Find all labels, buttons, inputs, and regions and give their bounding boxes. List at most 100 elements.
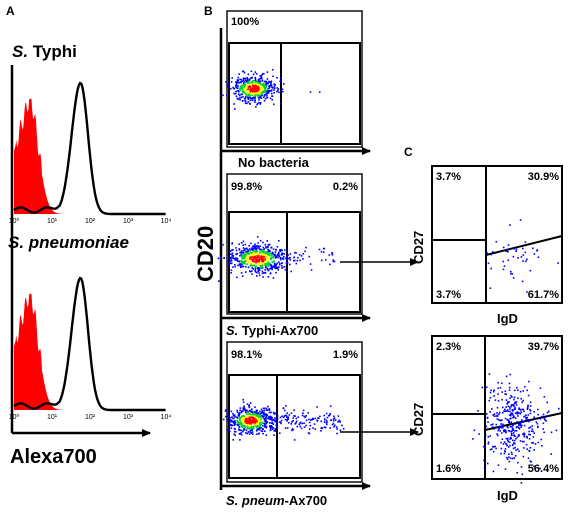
event-dot: [240, 432, 242, 434]
x-tick-label: 10³: [123, 218, 134, 225]
event-dot: [265, 419, 267, 422]
event-dot: [232, 266, 234, 268]
event-dot: [276, 411, 279, 414]
event-dot: [266, 88, 269, 90]
event-dot: [513, 405, 515, 408]
event-dot: [256, 418, 259, 421]
event-dot: [513, 434, 515, 436]
event-dot: [264, 263, 266, 265]
event-dot: [521, 408, 524, 411]
event-dot: [253, 92, 256, 95]
event-dot: [529, 447, 532, 449]
event-dot: [236, 411, 239, 413]
event-dot: [285, 414, 288, 417]
event-dot: [273, 266, 276, 269]
event-dot: [286, 271, 288, 273]
event-dot: [558, 407, 560, 410]
event-dot: [541, 415, 543, 418]
event-dot: [304, 250, 306, 253]
event-dot: [472, 438, 474, 440]
event-dot: [249, 259, 251, 261]
event-dot: [232, 248, 234, 251]
event-dot: [540, 438, 542, 441]
event-dot: [265, 81, 267, 83]
event-dot: [250, 256, 252, 259]
event-dot: [257, 419, 260, 421]
event-dot: [266, 78, 269, 80]
event-dot: [275, 271, 277, 274]
event-dot: [252, 73, 255, 76]
event-dot: [320, 250, 323, 253]
event-dot: [262, 416, 264, 418]
event-dot: [273, 257, 275, 259]
event-dot: [504, 393, 506, 395]
event-dot: [268, 425, 271, 427]
event-dot: [263, 418, 265, 420]
event-dot: [326, 423, 328, 426]
event-dot: [233, 257, 236, 260]
event-dot: [244, 409, 246, 411]
event-dot: [511, 273, 514, 275]
event-dot: [261, 83, 264, 86]
event-dot: [237, 76, 239, 79]
event-dot: [491, 408, 493, 410]
event-dot: [509, 373, 512, 376]
event-cloud: [222, 398, 345, 441]
event-dot: [247, 261, 249, 264]
event-dot: [333, 260, 336, 263]
event-dot: [323, 426, 326, 428]
event-dot: [239, 89, 241, 92]
event-dot: [262, 91, 264, 94]
event-dot: [235, 83, 238, 85]
event-dot: [524, 251, 527, 254]
event-dot: [238, 260, 241, 263]
event-dot: [528, 433, 530, 436]
event-dot: [225, 81, 227, 83]
stained-histogram-line: [13, 276, 166, 412]
event-dot: [305, 415, 307, 417]
event-dot: [285, 258, 288, 261]
event-dot: [262, 89, 265, 91]
event-dot: [320, 430, 322, 432]
event-dot: [234, 108, 236, 110]
event-dot: [318, 248, 321, 251]
event-dot: [251, 427, 253, 430]
event-dot: [254, 411, 256, 413]
event-dot: [510, 405, 513, 408]
event-dot: [275, 263, 278, 266]
event-dot: [289, 263, 291, 266]
event-dot: [243, 422, 245, 425]
event-dot: [245, 271, 247, 273]
event-dot: [260, 417, 262, 419]
event-dot: [535, 421, 538, 423]
event-dot: [263, 407, 265, 410]
event-dot: [256, 103, 258, 106]
event-dot: [254, 406, 256, 408]
event-dot: [252, 97, 254, 100]
event-dot: [249, 257, 251, 260]
event-dot: [258, 99, 260, 101]
event-dot: [258, 93, 261, 96]
event-dot: [251, 94, 254, 96]
event-dot: [302, 409, 305, 412]
event-dot: [245, 247, 248, 250]
event-dot: [533, 449, 535, 451]
event-dot: [255, 420, 258, 422]
event-dot: [490, 389, 492, 392]
event-dot: [477, 410, 479, 412]
event-dot: [245, 79, 247, 82]
event-dot: [238, 429, 240, 431]
event-dot: [273, 89, 275, 91]
event-dot: [254, 266, 256, 268]
event-dot: [279, 416, 282, 419]
event-dot: [513, 439, 516, 442]
event-dot: [543, 431, 545, 434]
event-dot: [252, 268, 254, 270]
event-dot: [244, 254, 247, 256]
event-dot: [272, 254, 274, 256]
event-dot: [263, 249, 265, 252]
event-dot: [270, 425, 272, 427]
event-dot: [255, 82, 257, 85]
event-dot: [228, 415, 230, 417]
